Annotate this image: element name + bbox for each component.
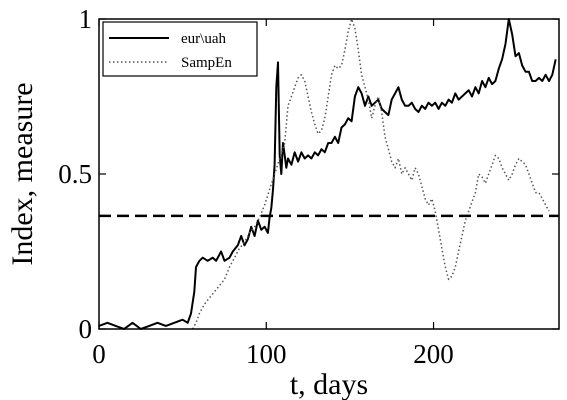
y-axis-label: Index, measure xyxy=(6,82,39,265)
x-axis-label: t, days xyxy=(290,368,368,400)
axes-frame xyxy=(98,18,560,330)
legend-label-eur-uah: eur\uah xyxy=(181,31,226,47)
y-tick-label: 1 xyxy=(79,4,93,34)
legend: eur\uah SampEn xyxy=(102,21,258,77)
y-tick-label: 0 xyxy=(79,314,93,344)
y-tick-label: 0.5 xyxy=(58,159,92,189)
legend-label-sampen: SampEn xyxy=(181,55,232,71)
x-tick-label: 200 xyxy=(413,339,454,369)
x-tick-label: 100 xyxy=(246,339,287,369)
legend-box xyxy=(102,21,258,77)
series-line-eur-uah xyxy=(98,18,557,330)
x-tick-label: 0 xyxy=(92,339,106,369)
tick-layer: 0 100 200 0 0.5 1 xyxy=(58,4,559,369)
series-layer xyxy=(98,18,559,330)
